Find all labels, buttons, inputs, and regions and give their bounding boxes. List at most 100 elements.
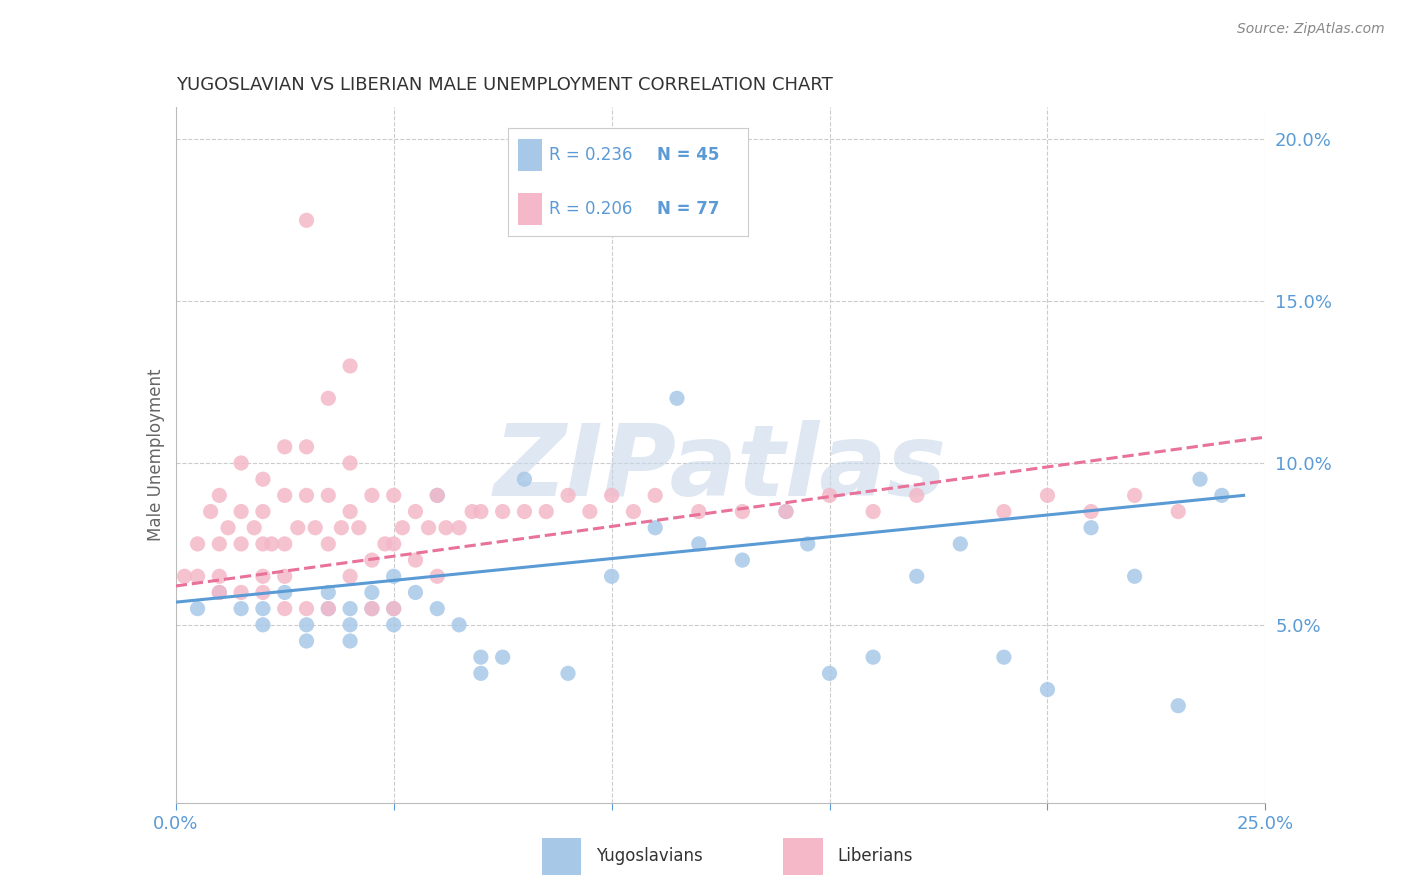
Point bbox=[339, 569, 361, 583]
Point bbox=[252, 585, 274, 599]
Point bbox=[208, 585, 231, 599]
Point bbox=[347, 521, 370, 535]
Point bbox=[274, 488, 297, 502]
Point bbox=[600, 488, 623, 502]
Point bbox=[382, 617, 405, 632]
Point bbox=[382, 601, 405, 615]
Point bbox=[252, 537, 274, 551]
Point bbox=[796, 537, 818, 551]
Point bbox=[993, 650, 1015, 665]
Point bbox=[295, 601, 318, 615]
Point bbox=[287, 521, 309, 535]
FancyBboxPatch shape bbox=[543, 838, 582, 875]
Point bbox=[818, 666, 841, 681]
Point bbox=[1189, 472, 1212, 486]
Point bbox=[382, 601, 405, 615]
Point bbox=[295, 213, 318, 227]
Point bbox=[231, 456, 253, 470]
Point bbox=[339, 456, 361, 470]
Point bbox=[1211, 488, 1233, 502]
Point bbox=[405, 585, 427, 599]
Point bbox=[339, 359, 361, 373]
Point bbox=[447, 521, 470, 535]
Point bbox=[1080, 521, 1102, 535]
Text: Liberians: Liberians bbox=[838, 847, 912, 865]
Point bbox=[252, 472, 274, 486]
Point bbox=[208, 488, 231, 502]
Text: YUGOSLAVIAN VS LIBERIAN MALE UNEMPLOYMENT CORRELATION CHART: YUGOSLAVIAN VS LIBERIAN MALE UNEMPLOYMEN… bbox=[176, 77, 832, 95]
Text: Yugoslavians: Yugoslavians bbox=[596, 847, 703, 865]
Point bbox=[447, 617, 470, 632]
Point bbox=[426, 488, 449, 502]
Point bbox=[382, 569, 405, 583]
Point bbox=[470, 666, 492, 681]
Point bbox=[492, 504, 515, 518]
Point bbox=[557, 488, 579, 502]
Point bbox=[391, 521, 413, 535]
Point bbox=[666, 392, 689, 406]
Point bbox=[339, 601, 361, 615]
Point bbox=[1036, 682, 1059, 697]
Point bbox=[644, 521, 666, 535]
Point bbox=[382, 537, 405, 551]
Point bbox=[217, 521, 239, 535]
Point bbox=[274, 585, 297, 599]
Y-axis label: Male Unemployment: Male Unemployment bbox=[146, 368, 165, 541]
Point bbox=[295, 488, 318, 502]
Point bbox=[775, 504, 797, 518]
Point bbox=[208, 569, 231, 583]
Point bbox=[360, 585, 382, 599]
Point bbox=[339, 504, 361, 518]
Point bbox=[274, 569, 297, 583]
Point bbox=[318, 392, 340, 406]
Point bbox=[775, 504, 797, 518]
Point bbox=[252, 504, 274, 518]
Point bbox=[339, 617, 361, 632]
Point bbox=[426, 488, 449, 502]
Point bbox=[862, 504, 884, 518]
Point bbox=[260, 537, 283, 551]
Point bbox=[688, 504, 710, 518]
Point bbox=[339, 634, 361, 648]
Point bbox=[557, 666, 579, 681]
Point bbox=[1036, 488, 1059, 502]
Point bbox=[231, 601, 253, 615]
Point bbox=[200, 504, 222, 518]
Point bbox=[405, 504, 427, 518]
Point bbox=[295, 617, 318, 632]
Point bbox=[993, 504, 1015, 518]
Point bbox=[513, 504, 536, 518]
Point bbox=[318, 601, 340, 615]
Text: Source: ZipAtlas.com: Source: ZipAtlas.com bbox=[1237, 22, 1385, 37]
Point bbox=[360, 553, 382, 567]
Point bbox=[295, 634, 318, 648]
Point bbox=[295, 440, 318, 454]
Point bbox=[330, 521, 353, 535]
Point bbox=[461, 504, 484, 518]
Point bbox=[274, 440, 297, 454]
Point bbox=[231, 585, 253, 599]
Point bbox=[186, 537, 209, 551]
Point bbox=[579, 504, 602, 518]
Point bbox=[513, 472, 536, 486]
Point bbox=[318, 488, 340, 502]
Point bbox=[304, 521, 326, 535]
Point bbox=[862, 650, 884, 665]
Point bbox=[534, 504, 557, 518]
Point bbox=[318, 601, 340, 615]
Point bbox=[208, 537, 231, 551]
Text: ZIPatlas: ZIPatlas bbox=[494, 420, 948, 517]
Point bbox=[173, 569, 195, 583]
Point bbox=[949, 537, 972, 551]
Point bbox=[318, 585, 340, 599]
Point bbox=[731, 553, 754, 567]
Point bbox=[252, 569, 274, 583]
Point bbox=[405, 553, 427, 567]
Point bbox=[208, 585, 231, 599]
Point bbox=[905, 488, 928, 502]
Point bbox=[186, 601, 209, 615]
Point bbox=[470, 650, 492, 665]
Point bbox=[382, 488, 405, 502]
Point bbox=[374, 537, 396, 551]
Point bbox=[731, 504, 754, 518]
